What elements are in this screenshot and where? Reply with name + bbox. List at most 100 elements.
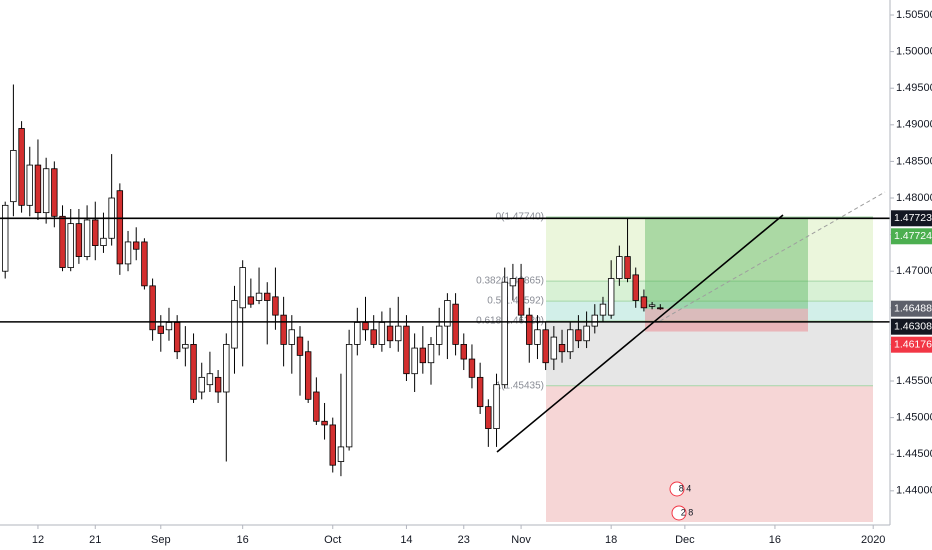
candle-body bbox=[190, 344, 197, 400]
candle-body bbox=[485, 406, 492, 429]
candle-body bbox=[231, 300, 238, 349]
candle-body bbox=[640, 296, 648, 309]
axes: 1.440001.445001.450001.455001.460001.465… bbox=[32, 9, 932, 546]
candle-body bbox=[395, 325, 402, 342]
price-lines bbox=[0, 217, 890, 323]
y-tick-label: 1.49000 bbox=[896, 119, 932, 131]
fib-label: 0.5(1.46592) bbox=[487, 296, 544, 307]
candle-body bbox=[591, 314, 598, 327]
price-tag-label: 1.46176 bbox=[894, 338, 932, 350]
fib-band bbox=[546, 385, 873, 522]
candle-body bbox=[116, 190, 124, 265]
candle-body bbox=[607, 278, 615, 316]
price-tags: 1.47723 1.47724 1.46488 1.46308 1.46176 bbox=[891, 210, 932, 353]
candle-body bbox=[370, 329, 377, 345]
x-tick-label: 16 bbox=[769, 534, 781, 546]
candle-body bbox=[476, 376, 484, 408]
candle-body bbox=[517, 278, 525, 316]
candle-body bbox=[362, 322, 369, 331]
x-tick-label: 16 bbox=[237, 534, 249, 546]
candle-body bbox=[67, 223, 74, 268]
candle-body bbox=[165, 322, 173, 331]
price-tag bbox=[891, 300, 932, 317]
candle-body bbox=[378, 322, 386, 345]
x-tick-label: 14 bbox=[400, 534, 412, 546]
candle-body bbox=[435, 325, 443, 345]
candle-body bbox=[255, 292, 263, 301]
candle-body bbox=[272, 296, 279, 316]
candle-body bbox=[173, 322, 181, 353]
price-tag-label: 1.47724 bbox=[894, 230, 932, 242]
fib-band bbox=[546, 281, 873, 302]
candle-body bbox=[403, 325, 410, 375]
candle-body bbox=[648, 304, 656, 307]
candle-body bbox=[509, 278, 517, 287]
x-tick-label: 23 bbox=[458, 534, 470, 546]
candle-body bbox=[493, 384, 500, 429]
candle-body bbox=[18, 128, 25, 206]
x-tick-label: Dec bbox=[675, 534, 695, 546]
candle-body bbox=[280, 314, 287, 345]
x-tick-label: 2020 bbox=[861, 534, 885, 546]
candle-body bbox=[460, 344, 467, 360]
candle-body bbox=[75, 223, 83, 257]
candle-body bbox=[411, 347, 418, 375]
candle-body bbox=[452, 303, 459, 345]
y-tick-label: 1.50500 bbox=[896, 9, 932, 21]
candle-body bbox=[419, 347, 427, 364]
candle-body bbox=[526, 314, 533, 345]
candle-body bbox=[157, 325, 164, 334]
candle-body bbox=[313, 391, 320, 422]
candle-body bbox=[100, 237, 107, 246]
price-tag bbox=[891, 228, 932, 245]
candle-body bbox=[444, 300, 451, 327]
candle-body bbox=[264, 292, 271, 301]
y-tick-label: 1.50000 bbox=[896, 46, 932, 58]
x-tick-label: Sep bbox=[151, 534, 171, 546]
candle-body bbox=[2, 204, 9, 272]
candle-body bbox=[149, 285, 156, 331]
candle-body bbox=[321, 420, 328, 426]
x-tick-label: Oct bbox=[324, 534, 341, 546]
candle-body bbox=[337, 446, 345, 462]
candle-body bbox=[10, 150, 17, 203]
candle-body bbox=[206, 373, 214, 386]
candle-body bbox=[51, 168, 58, 217]
candle-body bbox=[26, 164, 33, 206]
candle-body bbox=[632, 274, 639, 301]
candle-body bbox=[575, 329, 582, 342]
trend-extension bbox=[659, 191, 886, 322]
candle-body bbox=[354, 322, 361, 345]
x-tick-label: 12 bbox=[32, 534, 44, 546]
fib-band bbox=[546, 301, 873, 321]
candle-body bbox=[386, 325, 394, 342]
price-tag bbox=[891, 318, 932, 335]
candle-body bbox=[550, 336, 558, 360]
stop-zone bbox=[645, 308, 808, 332]
y-tick-label: 1.47000 bbox=[896, 265, 932, 277]
price-tag-label: 1.46308 bbox=[894, 320, 932, 332]
candle-body bbox=[124, 241, 132, 265]
price-tag-label: 1.46488 bbox=[894, 302, 932, 314]
price-tag-label: 1.47723 bbox=[894, 212, 932, 224]
y-tick-label: 1.44000 bbox=[896, 485, 932, 497]
candle-body bbox=[542, 329, 549, 364]
target-zone bbox=[645, 218, 808, 309]
candle-body bbox=[247, 296, 255, 305]
event-marker bbox=[669, 481, 685, 497]
candle-body bbox=[288, 329, 296, 345]
candle-body bbox=[345, 344, 353, 448]
event-marker bbox=[671, 505, 687, 521]
candle-body bbox=[198, 376, 205, 393]
candle-body bbox=[501, 281, 508, 386]
candle-body bbox=[92, 219, 99, 246]
fib-label: 1(1.45435) bbox=[496, 380, 544, 391]
candle-body bbox=[182, 344, 189, 349]
x-tick-label: 18 bbox=[605, 534, 617, 546]
fib-label: 0(1.47740) bbox=[496, 212, 544, 223]
candle-body bbox=[223, 344, 230, 393]
candle-body bbox=[534, 329, 541, 345]
candle-body bbox=[427, 344, 435, 364]
candle-body bbox=[624, 256, 631, 279]
